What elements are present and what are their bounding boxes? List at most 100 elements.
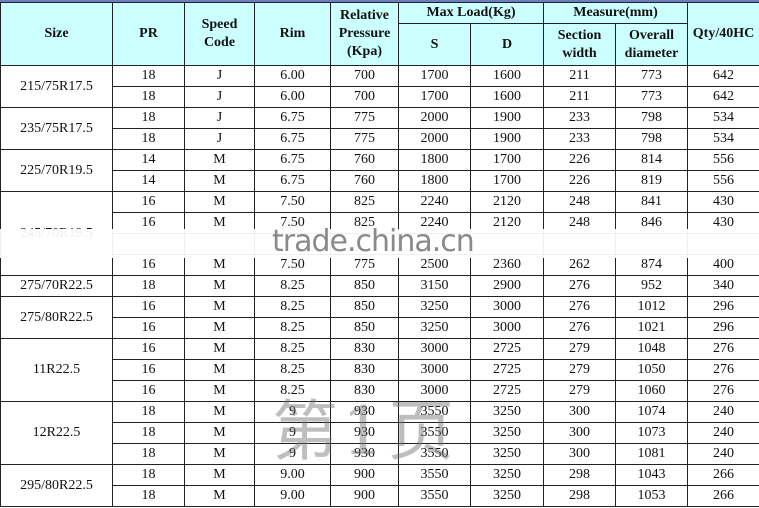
- cell-section-width: 248: [543, 212, 616, 234]
- cell-load-d: 1700: [470, 170, 544, 192]
- cell-pressure: 850: [330, 317, 399, 339]
- cell-section-width: 211: [543, 65, 616, 87]
- cell-pressure: 830: [330, 338, 399, 360]
- cell-speed-code: M: [184, 485, 255, 507]
- cell-size: 235/75R17.5: [0, 107, 113, 150]
- cell-load-d: 2725: [470, 380, 544, 402]
- table-row: 14 M 6.75 760 1800 1700 226 819 556: [1, 170, 759, 192]
- cell-section-width: 298: [543, 464, 616, 486]
- cell-overall-diameter: 1073: [615, 422, 688, 444]
- header-max-load: Max Load(Kg): [398, 2, 544, 24]
- cell-qty: 296: [687, 317, 759, 339]
- header-s: S: [398, 23, 471, 66]
- cell-rim: 8.25: [254, 338, 331, 360]
- table-row: 11R22.5 16 M 8.25 830 3000 2725 279 1048 276: [0, 338, 759, 402]
- cell-overall-diameter: 1048: [615, 338, 688, 360]
- cell-qty: 266: [687, 485, 759, 507]
- top-border: [0, 0, 759, 2]
- cell-pr: 16: [112, 296, 185, 318]
- cell-load-d: 1900: [470, 107, 544, 129]
- cell-speed-code: J: [184, 65, 255, 87]
- cell-size: 295/80R22.5: [0, 464, 113, 507]
- cell-load-d: 1600: [470, 65, 544, 87]
- table-row: 235/75R17.5 18 J 6.75 775 2000 1900 233 798 534: [0, 107, 759, 150]
- cell-qty: 534: [687, 107, 759, 129]
- cell-load-d: 2900: [470, 275, 544, 297]
- cell-section-width: 279: [543, 338, 616, 360]
- cell-pr: 16: [112, 380, 185, 402]
- table-row: 215/75R17.5 18 J 6.00 700 1700 1600 211 773 642: [0, 65, 759, 108]
- cell-section-width: 279: [543, 380, 616, 402]
- cell-overall-diameter: 1053: [615, 485, 688, 507]
- cell-rim: 6.00: [254, 65, 331, 87]
- cell-load-d: 3250: [470, 443, 544, 465]
- cell-size: 215/75R17.5: [0, 65, 113, 108]
- cell-section-width: 262: [543, 254, 616, 276]
- cell-load-d: 3250: [470, 422, 544, 444]
- cell-load-s: 1700: [398, 86, 471, 108]
- cell-load-d: 3250: [470, 401, 544, 423]
- header-speed-code: Speed Code: [184, 2, 255, 66]
- table-row: 16 M 7.50 825 2240 2120 248 846 430: [1, 212, 759, 234]
- cell-load-s: 2000: [398, 128, 471, 150]
- cell-speed-code: J: [184, 86, 255, 108]
- cell-section-width: 279: [543, 359, 616, 381]
- cell-load-d: 1700: [470, 149, 544, 171]
- cell-qty: 240: [687, 401, 759, 423]
- cell-pressure: 700: [330, 65, 399, 87]
- cell-overall-diameter: 1043: [615, 464, 688, 486]
- cell-pressure: 900: [330, 464, 399, 486]
- cell-speed-code: M: [184, 170, 255, 192]
- cell-qty: 276: [687, 338, 759, 360]
- cell-section-width: 276: [543, 317, 616, 339]
- cell-speed-code: M: [184, 380, 255, 402]
- cell-load-s: 3550: [398, 443, 471, 465]
- cell-section-width: 233: [543, 128, 616, 150]
- cell-pressure: 700: [330, 86, 399, 108]
- cell-rim: 7.50: [254, 191, 331, 213]
- cell-speed-code: M: [184, 317, 255, 339]
- cell-pr: 18: [112, 275, 185, 297]
- table-row: 275/70R22.5 18 M 8.25 850 3150 2900 276 952 340: [0, 275, 759, 297]
- table-row: 16 M 8.25 850 3250 3000 276 1021 296: [1, 317, 759, 339]
- cell-qty: 296: [687, 296, 759, 318]
- cell-overall-diameter: 1050: [615, 359, 688, 381]
- cell-overall-diameter: 1021: [615, 317, 688, 339]
- cell-rim: 9.00: [254, 464, 331, 486]
- cell-load-s: 1800: [398, 170, 471, 192]
- cell-rim: 6.75: [254, 107, 331, 129]
- cell-qty: 240: [687, 422, 759, 444]
- cell-overall-diameter: 1074: [615, 401, 688, 423]
- table-row: 18 M 9 930 3550 3250 300 1081 240: [1, 443, 759, 465]
- cell-pressure: 825: [330, 191, 399, 213]
- cell-load-s: 3000: [398, 338, 471, 360]
- table-row: 275/80R22.5 16 M 8.25 850 3250 3000 276 1012 296: [0, 296, 759, 339]
- cell-overall-diameter: 1060: [615, 380, 688, 402]
- cell-pr: 14: [112, 149, 185, 171]
- cell-pressure: 775: [330, 128, 399, 150]
- cell-load-d: 1600: [470, 86, 544, 108]
- cell-load-d: 1900: [470, 128, 544, 150]
- header-size: Size: [0, 2, 113, 66]
- cell-load-d: 2725: [470, 338, 544, 360]
- cell-qty: 266: [687, 464, 759, 486]
- cell-qty: 556: [687, 170, 759, 192]
- watermark-band: [0, 229, 759, 258]
- cell-overall-diameter: 1012: [615, 296, 688, 318]
- cell-section-width: 226: [543, 170, 616, 192]
- cell-speed-code: M: [184, 191, 255, 213]
- table-row: 18 J 6.75 775 2000 1900 233 798 534: [1, 128, 759, 150]
- cell-rim: 9.00: [254, 485, 331, 507]
- table-row: 225/70R19.5 14 M 6.75 760 1800 1700 226 814 556: [0, 149, 759, 192]
- cell-qty: 430: [687, 191, 759, 213]
- cell-pr: 18: [112, 401, 185, 423]
- cell-rim: 6.00: [254, 86, 331, 108]
- header-measure: Measure(mm): [543, 2, 688, 24]
- cell-load-d: 3000: [470, 317, 544, 339]
- cell-qty: 276: [687, 359, 759, 381]
- cell-load-s: 3150: [398, 275, 471, 297]
- cell-speed-code: M: [184, 422, 255, 444]
- cell-load-s: 1700: [398, 65, 471, 87]
- table-row: 18 J 6.00 700 1700 1600 211 773 642: [1, 86, 759, 108]
- cell-rim: 6.75: [254, 128, 331, 150]
